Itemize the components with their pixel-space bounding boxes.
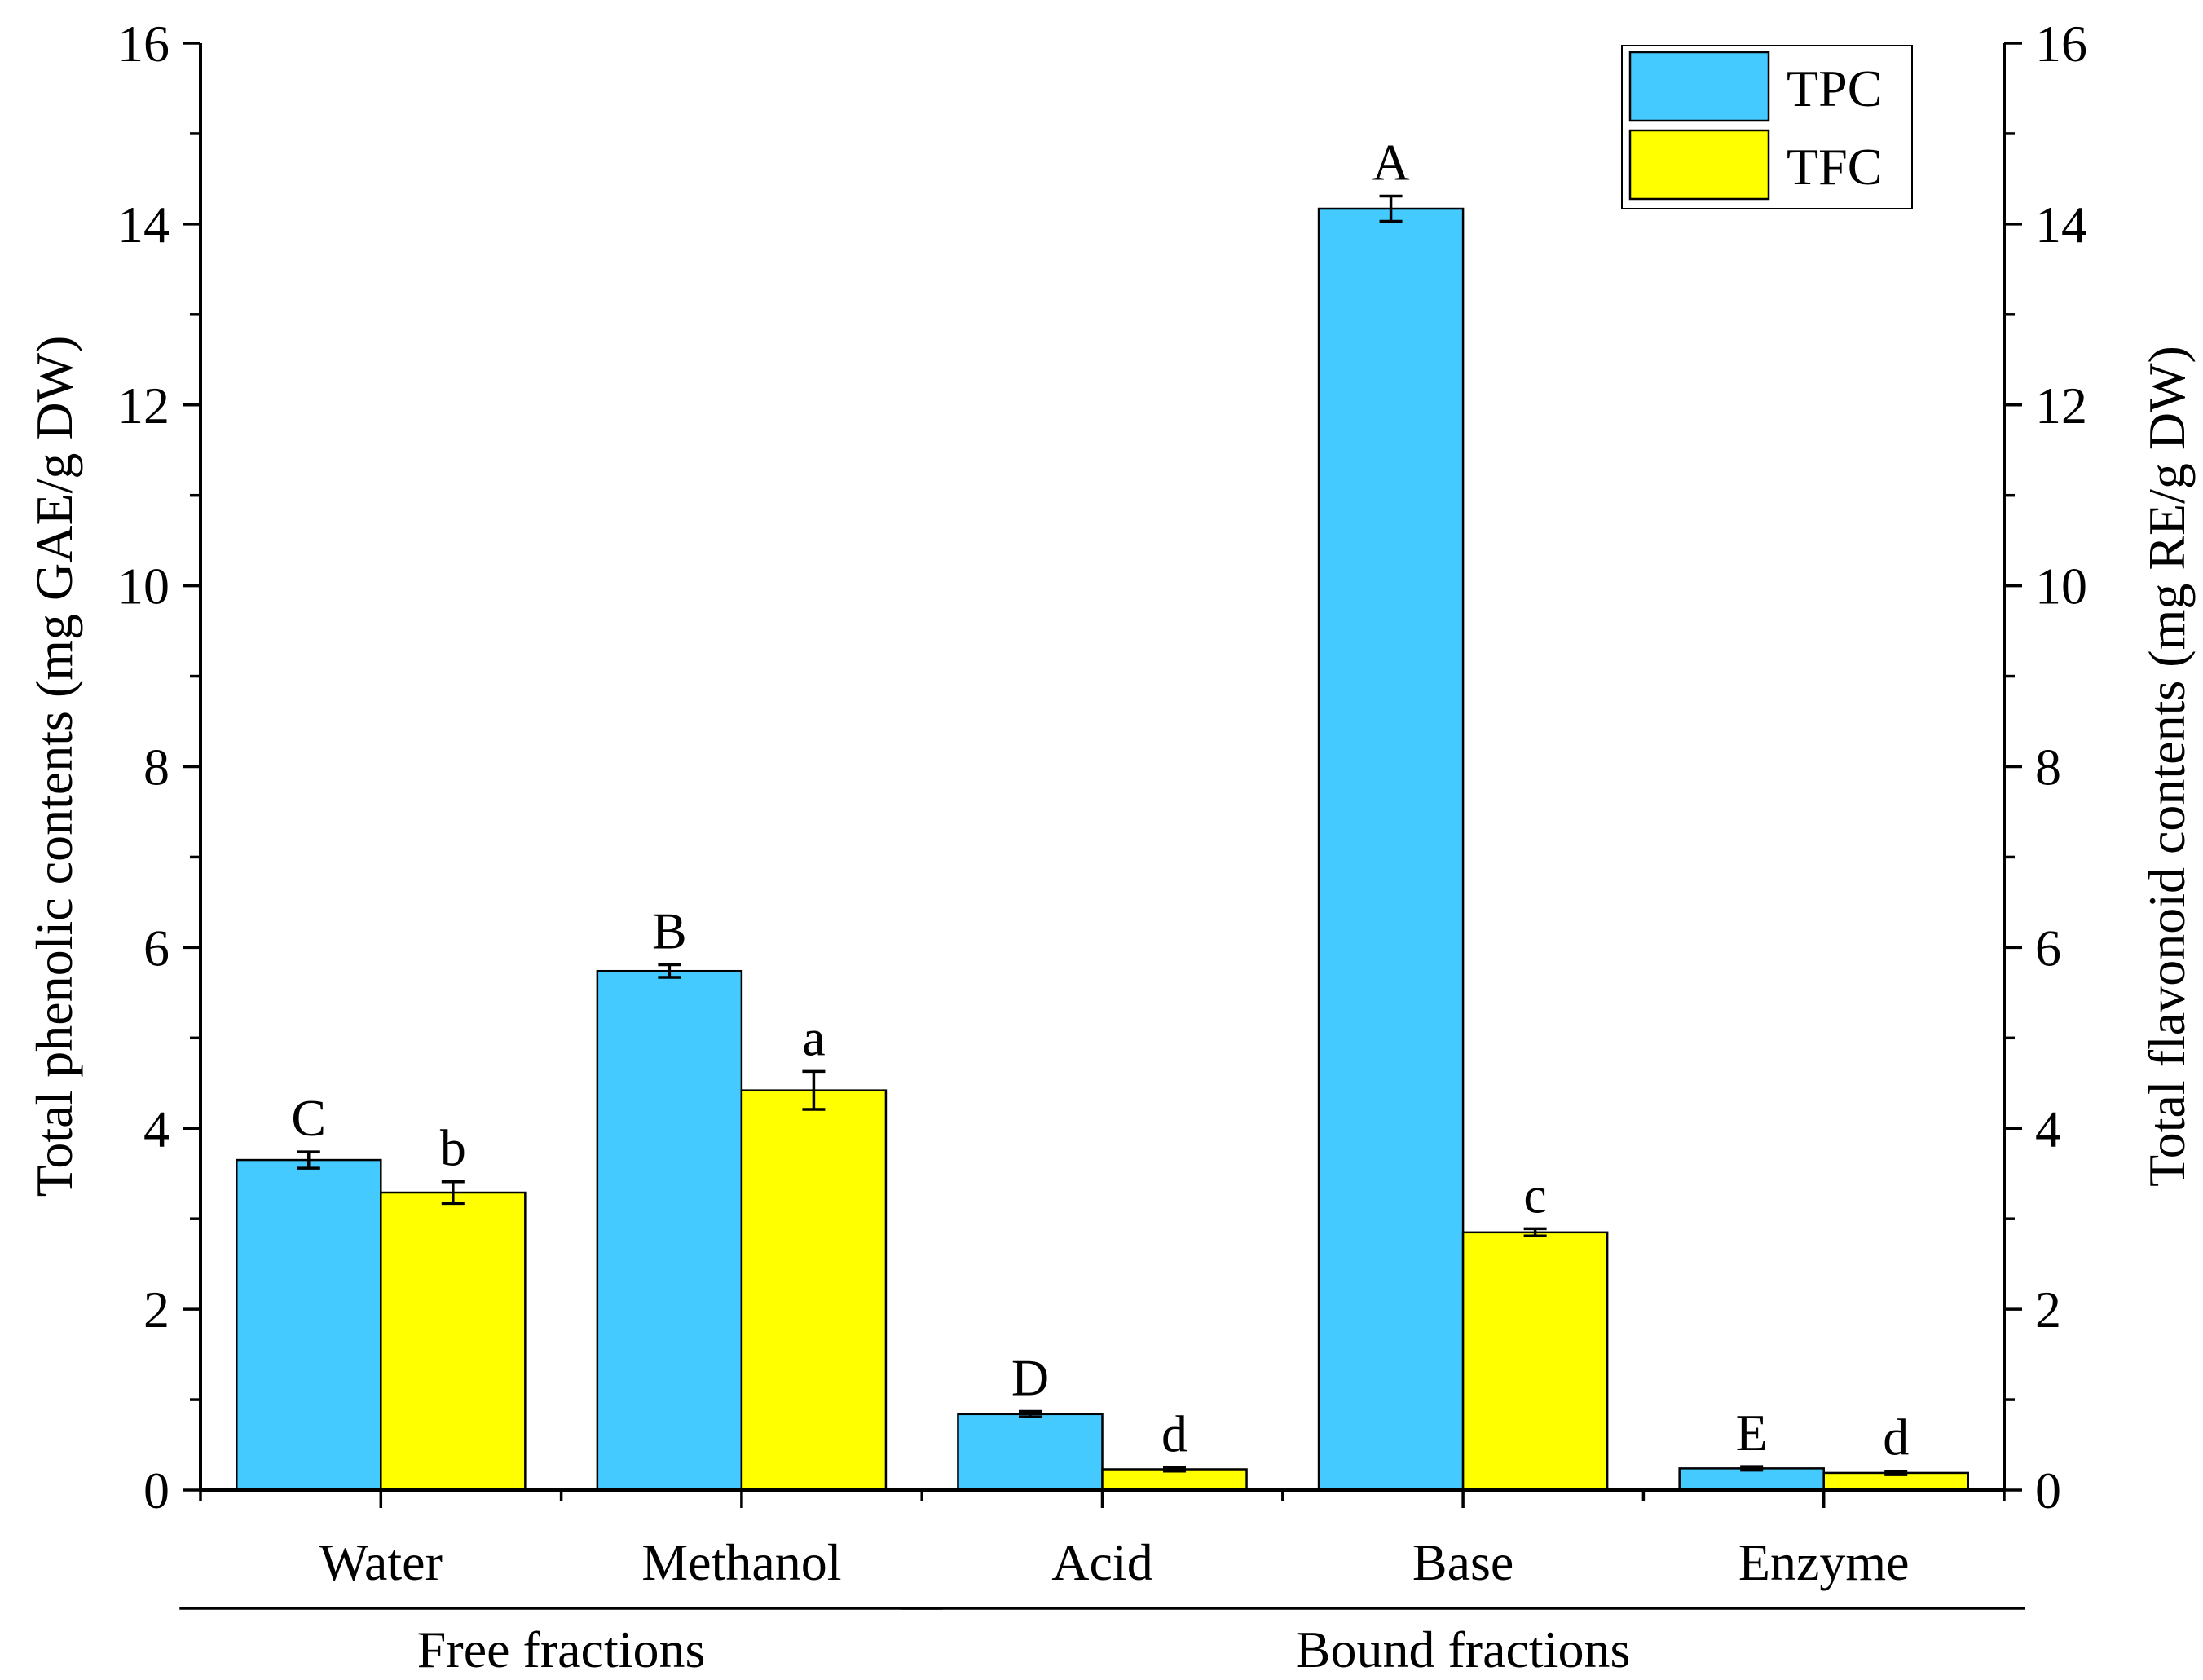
right-tick-label: 0 (2035, 1462, 2061, 1519)
significance-letter-tpc-base: A (1372, 133, 1409, 191)
x-tick-label-enzyme: Enzyme (1738, 1533, 1910, 1591)
left-tick-label: 2 (143, 1281, 170, 1338)
right-y-ticks: 0 2 4 6 8 10 12 14 16 (2004, 15, 2087, 1519)
significance-letter-tpc-enzyme: E (1736, 1404, 1768, 1462)
error-bar-tpc-enzyme (1740, 1465, 1764, 1472)
legend-label-tpc: TPC (1787, 60, 1882, 117)
bar-tpc-acid (957, 1413, 1104, 1492)
y2-axis-label: Total flavonoid contents (mg RE/g DW) (2138, 346, 2196, 1187)
bar-tpc-methanol (596, 969, 743, 1492)
left-tick-label: 8 (143, 739, 170, 796)
fraction-groups: Free fractions Bound fractions (179, 1607, 2025, 1678)
x-tick-label-water: Water (319, 1533, 443, 1591)
bar-tpc-enzyme (1678, 1467, 1825, 1492)
error-bar-tpc-base (1379, 194, 1403, 223)
right-tick-label: 4 (2035, 1100, 2061, 1157)
legend: TPC TFC (1621, 45, 1913, 209)
left-y-ticks: 0 2 4 6 8 10 12 14 16 (117, 15, 200, 1519)
bar-tpc-water (236, 1158, 382, 1492)
error-bar-tfc-base (1523, 1227, 1547, 1238)
error-bar-tpc-acid (1018, 1409, 1042, 1418)
error-bar-tfc-acid (1163, 1466, 1187, 1473)
right-tick-label: 6 (2035, 919, 2061, 977)
right-tick-label: 2 (2035, 1281, 2061, 1338)
error-bar-tfc-methanol (802, 1069, 826, 1111)
legend-swatch-tfc (1628, 129, 1770, 201)
left-tick-label: 16 (117, 15, 170, 73)
right-tick-label: 12 (2035, 377, 2087, 434)
group-label-1: Bound fractions (1296, 1620, 1631, 1678)
legend-label-tfc: TFC (1787, 138, 1882, 196)
significance-letter-tfc-enzyme: d (1883, 1409, 1909, 1466)
significance-letter-tfc-water: b (440, 1119, 466, 1177)
group-label-0: Free fractions (417, 1620, 706, 1678)
significance-letter-tfc-base: c (1523, 1166, 1546, 1224)
left-tick-label: 10 (117, 558, 170, 615)
left-tick-label: 6 (143, 919, 170, 977)
x-ticks: Water Methanol Acid Base Enzyme (199, 1490, 2006, 1591)
x-tick-label-methanol: Methanol (641, 1533, 841, 1591)
error-bar-tfc-enzyme (1884, 1469, 1908, 1476)
error-bar-tpc-water (297, 1150, 320, 1170)
significance-letter-tpc-methanol: B (652, 902, 687, 959)
bar-tpc-base (1317, 207, 1465, 1492)
left-tick-label: 0 (143, 1462, 170, 1519)
right-tick-label: 10 (2035, 558, 2087, 615)
bars-layer (236, 207, 1969, 1492)
significance-letter-tfc-acid: d (1161, 1404, 1187, 1462)
left-tick-label: 14 (117, 196, 170, 254)
right-tick-label: 8 (2035, 739, 2061, 796)
bar-tfc-water (380, 1191, 527, 1492)
legend-swatch-tpc (1628, 51, 1770, 122)
significance-letters-layer: C B D A Eb a d c d (291, 133, 1909, 1466)
right-tick-label: 16 (2035, 15, 2087, 73)
right-tick-label: 14 (2035, 196, 2087, 254)
left-tick-label: 12 (117, 377, 170, 434)
left-tick-label: 4 (143, 1100, 170, 1157)
error-bar-tpc-methanol (658, 963, 681, 979)
bar-tfc-base (1461, 1231, 1609, 1492)
significance-letter-tfc-methanol: a (802, 1008, 825, 1066)
x-tick-label-base: Base (1412, 1533, 1513, 1591)
significance-letter-tpc-water: C (291, 1089, 326, 1147)
y-axis-label: Total phenolic contents (mg GAE/g DW) (25, 336, 83, 1197)
error-bars-layer (297, 194, 1908, 1476)
x-tick-label-acid: Acid (1051, 1533, 1152, 1591)
error-bar-tfc-water (441, 1180, 465, 1206)
significance-letter-tpc-acid: D (1011, 1348, 1049, 1406)
bar-tfc-methanol (740, 1089, 888, 1492)
